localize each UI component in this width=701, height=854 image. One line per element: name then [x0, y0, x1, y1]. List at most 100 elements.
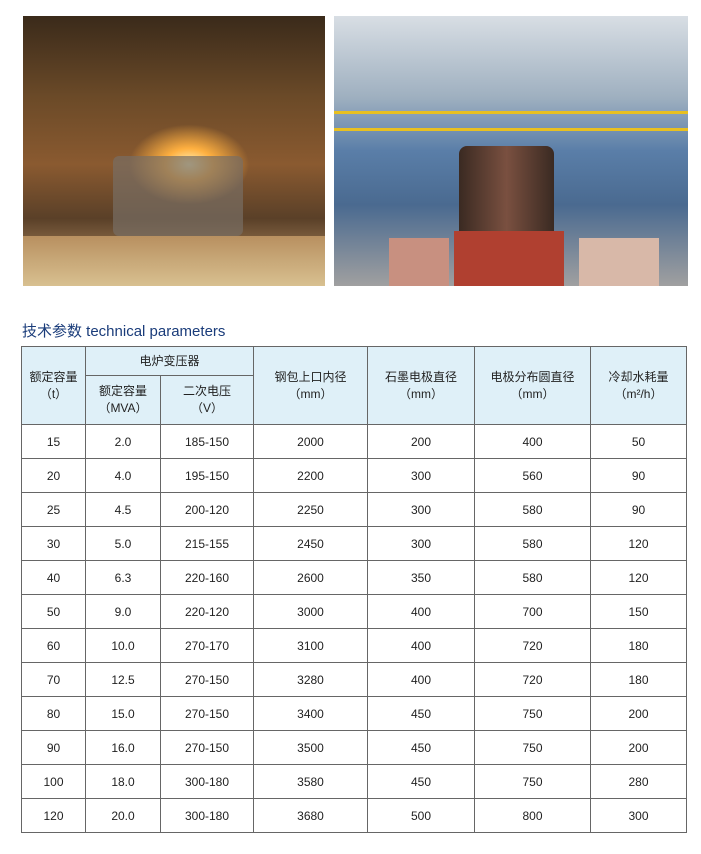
table-cell: 500 — [367, 798, 475, 833]
table-cell: 200 — [590, 696, 687, 731]
table-cell: 3580 — [253, 764, 368, 799]
table-row: 120 20.0 300-180 3680 500 800 300 — [21, 798, 687, 833]
table-cell: 720 — [474, 628, 591, 663]
table-cell: 400 — [367, 628, 475, 663]
table-cell: 300-180 — [160, 764, 254, 799]
table-cell: 2600 — [253, 560, 368, 595]
table-cell: 40 — [21, 560, 86, 595]
table-cell: 50 — [21, 594, 86, 629]
table-cell: 10.0 — [85, 628, 161, 663]
table-cell: 200-120 — [160, 492, 254, 527]
table-cell: 270-150 — [160, 696, 254, 731]
table-cell: 3100 — [253, 628, 368, 663]
table-row: 60 10.0 270-170 3100 400 720 180 — [21, 628, 687, 663]
header-transformer-capacity: 额定容量 （MVA） — [85, 375, 161, 425]
table-cell: 20.0 — [85, 798, 161, 833]
table-cell: 2000 — [253, 424, 368, 459]
table-cell: 2200 — [253, 458, 368, 493]
table-cell: 80 — [21, 696, 86, 731]
table-row: 50 9.0 220-120 3000 400 700 150 — [21, 594, 687, 629]
table-row: 30 5.0 215-155 2450 300 580 120 — [21, 526, 687, 561]
table-cell: 560 — [474, 458, 591, 493]
table-cell: 450 — [367, 730, 475, 765]
table-cell: 2.0 — [85, 424, 161, 459]
header-transformer-group: 电炉变压器 — [85, 346, 254, 376]
table-cell: 120 — [21, 798, 86, 833]
table-cell: 220-160 — [160, 560, 254, 595]
table-cell: 400 — [474, 424, 591, 459]
table-cell: 200 — [367, 424, 475, 459]
technical-parameters-table: 额定容量 （t） 电炉变压器 钢包上口内径 （mm） 石墨电极直径 （mm） 电极分布… — [21, 346, 687, 833]
table-cell: 300 — [367, 458, 475, 493]
table-cell: 300 — [590, 798, 687, 833]
table-cell: 70 — [21, 662, 86, 697]
table-cell: 5.0 — [85, 526, 161, 561]
table-cell: 90 — [590, 492, 687, 527]
table-cell: 60 — [21, 628, 86, 663]
furnace-interior-photo — [23, 16, 325, 286]
table-cell: 450 — [367, 764, 475, 799]
table-row: 25 4.5 200-120 2250 300 580 90 — [21, 492, 687, 527]
table-cell: 25 — [21, 492, 86, 527]
table-cell: 300-180 — [160, 798, 254, 833]
table-cell: 720 — [474, 662, 591, 697]
table-cell: 270-170 — [160, 628, 254, 663]
table-cell: 3280 — [253, 662, 368, 697]
table-cell: 3500 — [253, 730, 368, 765]
table-cell: 195-150 — [160, 458, 254, 493]
table-cell: 15 — [21, 424, 86, 459]
table-cell: 15.0 — [85, 696, 161, 731]
table-row: 15 2.0 185-150 2000 200 400 50 — [21, 424, 687, 459]
table-cell: 350 — [367, 560, 475, 595]
table-cell: 580 — [474, 526, 591, 561]
table-cell: 180 — [590, 662, 687, 697]
table-cell: 12.5 — [85, 662, 161, 697]
table-cell: 180 — [590, 628, 687, 663]
table-cell: 700 — [474, 594, 591, 629]
header-cooling-water: 冷却水耗量 （m²/h） — [590, 346, 687, 425]
header-rated-capacity: 额定容量 （t） — [21, 346, 86, 425]
table-row: 70 12.5 270-150 3280 400 720 180 — [21, 662, 687, 697]
table-cell: 50 — [590, 424, 687, 459]
section-title: 技术参数 technical parameters — [22, 323, 226, 340]
table-cell: 100 — [21, 764, 86, 799]
table-cell: 270-150 — [160, 662, 254, 697]
furnace-plant-photo — [334, 16, 688, 286]
table-cell: 200 — [590, 730, 687, 765]
table-cell: 400 — [367, 662, 475, 697]
table-cell: 270-150 — [160, 730, 254, 765]
table-cell: 750 — [474, 696, 591, 731]
table-cell: 16.0 — [85, 730, 161, 765]
table-cell: 120 — [590, 560, 687, 595]
table-cell: 4.5 — [85, 492, 161, 527]
header-pitch-circle-diameter: 电极分布圆直径 （mm） — [474, 346, 591, 425]
table-cell: 30 — [21, 526, 86, 561]
table-row: 80 15.0 270-150 3400 450 750 200 — [21, 696, 687, 731]
table-cell: 300 — [367, 492, 475, 527]
table-cell: 3680 — [253, 798, 368, 833]
table-cell: 580 — [474, 492, 591, 527]
table-cell: 300 — [367, 526, 475, 561]
table-cell: 580 — [474, 560, 591, 595]
table-cell: 280 — [590, 764, 687, 799]
table-cell: 150 — [590, 594, 687, 629]
table-row: 20 4.0 195-150 2200 300 560 90 — [21, 458, 687, 493]
table-cell: 90 — [21, 730, 86, 765]
table-cell: 9.0 — [85, 594, 161, 629]
table-cell: 400 — [367, 594, 475, 629]
table-cell: 2250 — [253, 492, 368, 527]
table-cell: 3400 — [253, 696, 368, 731]
table-row: 40 6.3 220-160 2600 350 580 120 — [21, 560, 687, 595]
table-cell: 6.3 — [85, 560, 161, 595]
header-secondary-voltage: 二次电压 （V） — [160, 375, 254, 425]
header-ladle-diameter: 钢包上口内径 （mm） — [253, 346, 368, 425]
table-cell: 215-155 — [160, 526, 254, 561]
table-cell: 750 — [474, 764, 591, 799]
table-cell: 120 — [590, 526, 687, 561]
header-electrode-diameter: 石墨电极直径 （mm） — [367, 346, 475, 425]
table-cell: 2450 — [253, 526, 368, 561]
table-cell: 3000 — [253, 594, 368, 629]
table-row: 100 18.0 300-180 3580 450 750 280 — [21, 764, 687, 799]
table-cell: 4.0 — [85, 458, 161, 493]
table-cell: 20 — [21, 458, 86, 493]
